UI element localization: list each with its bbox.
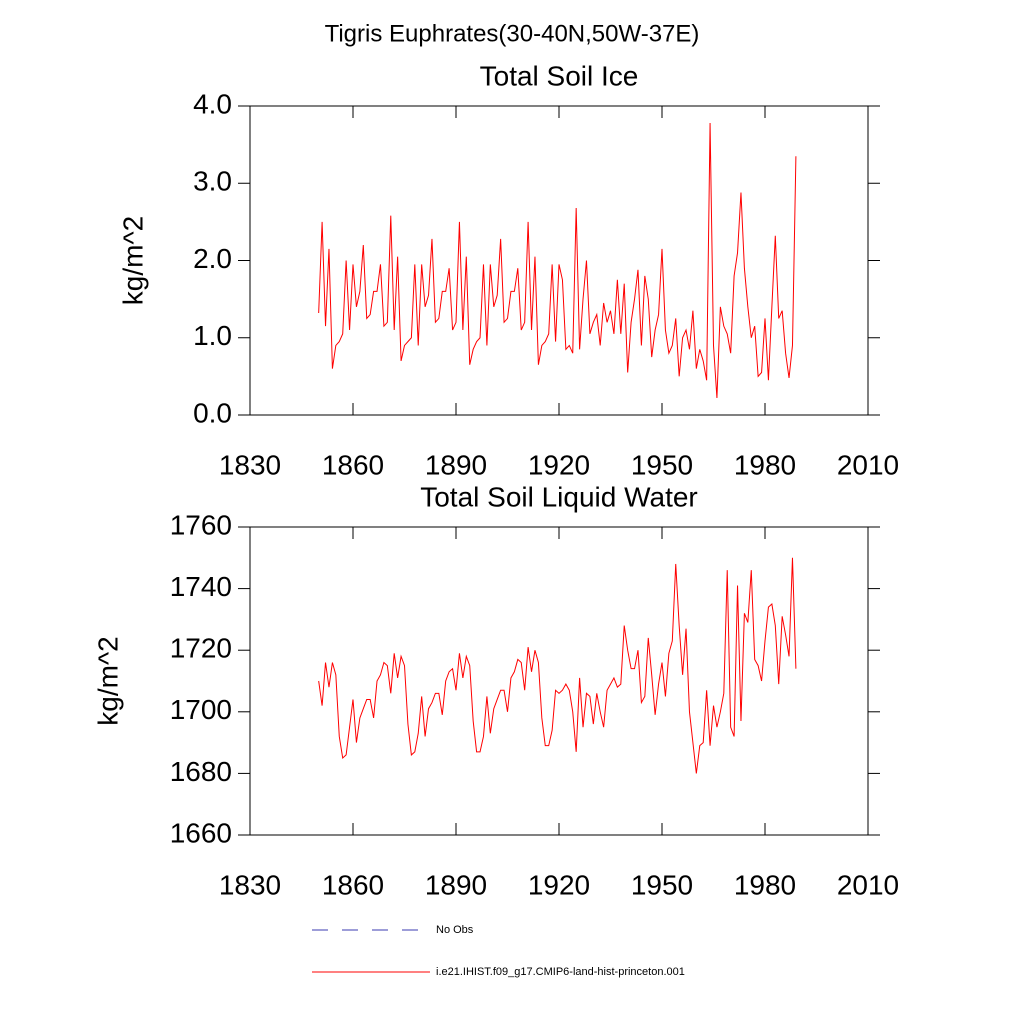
x-tick-label: 1890 [425,449,487,480]
x-tick-label: 1950 [631,869,693,900]
legend-label: i.e21.IHIST.f09_g17.CMIP6-land-hist-prin… [436,966,685,978]
x-tick-label: 2010 [837,449,899,480]
y-tick-label: 0.0 [193,397,232,428]
panel-title: Total Soil Liquid Water [420,481,698,512]
y-tick-label: 4.0 [193,88,232,119]
legend-label: No Obs [436,924,474,936]
x-tick-label: 1920 [528,869,590,900]
x-tick-label: 1950 [631,449,693,480]
data-line [318,557,797,774]
plot-frame [249,526,869,836]
y-tick-label: 1660 [170,817,232,848]
y-axis-label: kg/m^2 [117,216,148,305]
y-tick-label: 3.0 [193,166,232,197]
y-tick-label: 1700 [170,694,232,725]
x-tick-label: 2010 [837,869,899,900]
panel-title: Total Soil Ice [480,60,639,91]
x-tick-label: 1980 [734,449,796,480]
x-tick-label: 1980 [734,869,796,900]
plot-frame [249,105,869,416]
y-tick-label: 1740 [170,571,232,602]
x-tick-label: 1920 [528,449,590,480]
x-tick-label: 1830 [219,869,281,900]
y-tick-label: 2.0 [193,243,232,274]
x-tick-label: 1860 [322,449,384,480]
y-tick-label: 1.0 [193,320,232,351]
y-tick-label: 1720 [170,633,232,664]
data-line [318,122,797,399]
x-tick-label: 1830 [219,449,281,480]
y-axis-label: kg/m^2 [92,636,123,725]
x-tick-label: 1890 [425,869,487,900]
figure-title: Tigris Euphrates(30-40N,50W-37E) [325,20,700,47]
y-tick-label: 1680 [170,756,232,787]
x-tick-label: 1860 [322,869,384,900]
y-tick-label: 1760 [170,509,232,540]
